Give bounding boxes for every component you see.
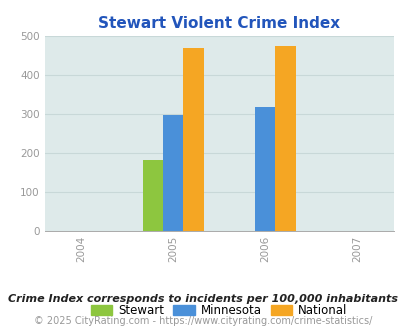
Bar	[163, 115, 183, 231]
Bar	[275, 47, 295, 231]
Title: Stewart Violent Crime Index: Stewart Violent Crime Index	[98, 16, 339, 31]
Legend: Stewart, Minnesota, National: Stewart, Minnesota, National	[86, 299, 352, 322]
Bar	[254, 107, 275, 231]
Bar	[183, 49, 203, 231]
Text: © 2025 CityRating.com - https://www.cityrating.com/crime-statistics/: © 2025 CityRating.com - https://www.city…	[34, 316, 371, 326]
Bar	[143, 160, 163, 231]
Text: Crime Index corresponds to incidents per 100,000 inhabitants: Crime Index corresponds to incidents per…	[8, 294, 397, 304]
